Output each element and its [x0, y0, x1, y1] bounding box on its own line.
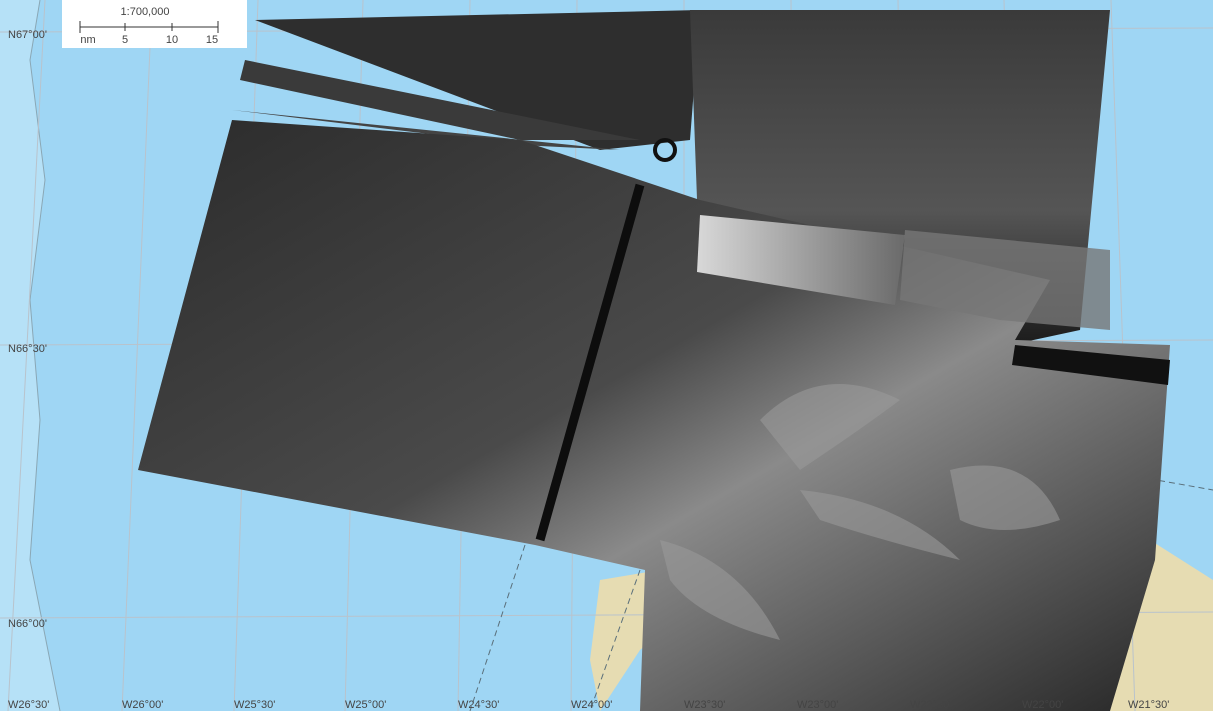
scale-unit: nm [80, 34, 95, 46]
scale-ratio: 1:700,000 [121, 6, 170, 18]
mosaic-patch [900, 230, 1110, 330]
scale-tick-label: 5 [122, 34, 128, 46]
dashed-boundary [1099, 469, 1213, 491]
grid-line [121, 0, 153, 711]
dashed-boundary [589, 569, 641, 711]
mosaic-fan [232, 110, 620, 150]
longitude-label: W21°30' [1128, 699, 1169, 711]
boundary-lines [469, 469, 1213, 711]
latitude-label: N66°30' [8, 343, 47, 355]
mosaic-stripe [1012, 345, 1170, 385]
longitude-label: W24°00' [571, 699, 612, 711]
scale-bar [79, 21, 219, 33]
graticule-labels: N67°00' N66°30' N66°00' W26°30' W26°00' W25°3… [8, 29, 1169, 711]
latitude-label: N66°00' [8, 618, 47, 630]
sonar-mosaic [138, 10, 1170, 711]
mosaic-fan [255, 10, 700, 150]
mosaic-nadir [535, 183, 645, 542]
longitude-label: W22°00' [1022, 699, 1063, 711]
depth-contour [29, 0, 61, 711]
latitude-label: N67°00' [8, 29, 47, 41]
mosaic-relief [660, 384, 1060, 640]
longitude-label: W22°30' [910, 699, 951, 711]
mosaic-ring [653, 138, 677, 162]
shelf [0, 0, 60, 711]
longitude-label: W25°00' [345, 699, 386, 711]
longitude-label: W23°00' [797, 699, 838, 711]
longitude-label: W26°00' [122, 699, 163, 711]
mosaic-fan [240, 60, 640, 140]
longitude-label: W25°30' [234, 699, 275, 711]
mosaic-patch [697, 215, 905, 305]
longitude-label: W23°30' [684, 699, 725, 711]
dashed-boundary [469, 544, 526, 711]
longitude-label: W24°30' [458, 699, 499, 711]
scale-tick-label: 10 [166, 34, 178, 46]
longitude-label: W26°30' [8, 699, 49, 711]
scale-box [62, 0, 247, 48]
grid-line [7, 0, 46, 711]
scale-tick-label: 15 [206, 34, 218, 46]
